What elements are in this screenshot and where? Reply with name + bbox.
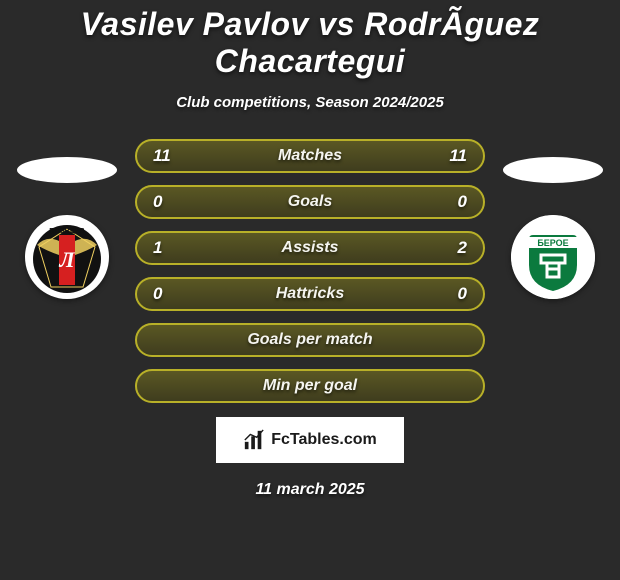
branding-box: FcTables.com bbox=[216, 417, 404, 463]
stat-label: Hattricks bbox=[276, 285, 344, 303]
svg-text:ПЛОВДИВ: ПЛОВДИВ bbox=[49, 228, 84, 235]
stat-left-value: 0 bbox=[153, 192, 162, 212]
svg-text:Л: Л bbox=[58, 247, 75, 272]
page-title: Vasilev Pavlov vs RodrÃ­guez Chacartegui bbox=[0, 6, 620, 80]
stat-label: Goals per match bbox=[247, 331, 372, 349]
stat-row-hattricks: 0 Hattricks 0 bbox=[135, 277, 485, 311]
branding-inner: FcTables.com bbox=[243, 429, 377, 451]
stat-label: Matches bbox=[278, 147, 342, 165]
stat-row-goals: 0 Goals 0 bbox=[135, 185, 485, 219]
svg-text:БЕРОЕ: БЕРОЕ bbox=[537, 238, 568, 248]
stat-right-value: 0 bbox=[458, 192, 467, 212]
left-player-placeholder bbox=[17, 157, 117, 183]
stat-label: Assists bbox=[282, 239, 339, 257]
stat-label: Goals bbox=[288, 193, 332, 211]
subtitle: Club competitions, Season 2024/2025 bbox=[0, 94, 620, 111]
stat-label: Min per goal bbox=[263, 377, 357, 395]
right-player-placeholder bbox=[503, 157, 603, 183]
stat-row-assists: 1 Assists 2 bbox=[135, 231, 485, 265]
stat-right-value: 2 bbox=[458, 238, 467, 258]
right-player-col: БЕРОЕ bbox=[503, 139, 603, 299]
branding-text: FcTables.com bbox=[271, 431, 377, 449]
right-club-logo: БЕРОЕ bbox=[511, 215, 595, 299]
comparison-card: Vasilev Pavlov vs RodrÃ­guez Chacartegui… bbox=[0, 0, 620, 499]
date-label: 11 march 2025 bbox=[0, 481, 620, 499]
stat-left-value: 11 bbox=[153, 146, 171, 166]
stat-left-value: 1 bbox=[153, 238, 162, 258]
stat-right-value: 11 bbox=[449, 146, 467, 166]
beroe-icon: БЕРОЕ bbox=[511, 215, 595, 299]
stats-column: 11 Matches 11 0 Goals 0 1 Assists 2 0 Ha… bbox=[135, 139, 485, 403]
main-row: Л ПЛОВДИВ 11 Matches 11 0 Goals 0 1 Assi… bbox=[0, 139, 620, 403]
stat-right-value: 0 bbox=[458, 284, 467, 304]
lokomotiv-plovdiv-icon: Л ПЛОВДИВ bbox=[25, 215, 109, 299]
bar-chart-icon bbox=[243, 429, 265, 451]
stat-left-value: 0 bbox=[153, 284, 162, 304]
stat-row-mpg: Min per goal bbox=[135, 369, 485, 403]
stat-row-matches: 11 Matches 11 bbox=[135, 139, 485, 173]
stat-row-gpm: Goals per match bbox=[135, 323, 485, 357]
left-club-logo: Л ПЛОВДИВ bbox=[25, 215, 109, 299]
left-player-col: Л ПЛОВДИВ bbox=[17, 139, 117, 299]
